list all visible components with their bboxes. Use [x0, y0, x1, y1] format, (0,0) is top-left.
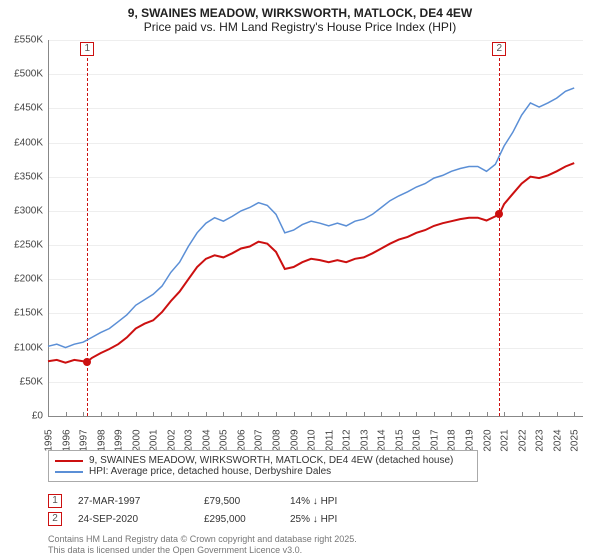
sales-table: 1 27-MAR-1997 £79,500 14% ↓ HPI 2 24-SEP-2020…: [48, 494, 370, 530]
x-tick-label: 2014: [377, 429, 388, 451]
sale-row-date: 24-SEP-2020: [78, 514, 188, 525]
x-tick-label: 2000: [131, 429, 142, 451]
x-tick-label: 2011: [324, 430, 335, 452]
y-tick-label: £100K: [3, 342, 43, 353]
sale-row-price: £79,500: [204, 496, 274, 507]
x-tick-label: 2009: [289, 429, 300, 451]
x-tick-label: 1996: [61, 429, 72, 451]
x-tick-label: 2007: [254, 429, 265, 451]
chart-title-subtitle: Price paid vs. HM Land Registry's House …: [0, 20, 600, 34]
y-tick-label: £200K: [3, 274, 43, 285]
legend-swatch: [55, 471, 83, 473]
chart-footer: Contains HM Land Registry data © Crown c…: [48, 534, 357, 556]
y-tick-label: £50K: [3, 376, 43, 387]
x-tick-label: 2023: [535, 429, 546, 451]
sale-row-delta: 25% ↓ HPI: [290, 514, 370, 525]
sale-row: 2 24-SEP-2020 £295,000 25% ↓ HPI: [48, 512, 370, 526]
chart-plot-area: £0£50K£100K£150K£200K£250K£300K£350K£400…: [48, 40, 583, 416]
x-tick-label: 2015: [394, 429, 405, 451]
x-tick-label: 2021: [500, 429, 511, 451]
x-tick-label: 2005: [219, 429, 230, 451]
x-tick-label: 2016: [412, 429, 423, 451]
series-line-property: [48, 163, 574, 363]
sale-row-marker: 1: [48, 494, 62, 508]
x-tick-label: 2008: [272, 429, 283, 451]
legend-row: 9, SWAINES MEADOW, WIRKSWORTH, MATLOCK, …: [55, 455, 471, 466]
x-tick-label: 2004: [201, 429, 212, 451]
y-tick-label: £450K: [3, 103, 43, 114]
x-tick-label: 2001: [149, 429, 160, 451]
x-tick-label: 2018: [447, 429, 458, 451]
chart-container: { "title": { "line1": "9, SWAINES MEADOW…: [0, 0, 600, 560]
x-tick-label: 2019: [465, 429, 476, 451]
footer-line-1: Contains HM Land Registry data © Crown c…: [48, 534, 357, 545]
x-tick-label: 2012: [342, 429, 353, 451]
x-tick-label: 2022: [517, 429, 528, 451]
series-line-hpi: [48, 88, 574, 348]
sale-row-delta: 14% ↓ HPI: [290, 496, 370, 507]
x-tick-label: 1997: [79, 429, 90, 451]
x-tick-label: 1995: [44, 429, 55, 451]
chart-lines-svg: [48, 40, 583, 416]
y-tick-label: £500K: [3, 69, 43, 80]
sale-row: 1 27-MAR-1997 £79,500 14% ↓ HPI: [48, 494, 370, 508]
legend-swatch: [55, 460, 83, 462]
y-tick-label: £0: [3, 411, 43, 422]
x-tick-label: 1998: [96, 429, 107, 451]
x-tick-label: 2013: [359, 429, 370, 451]
gridline-h: [48, 416, 583, 417]
y-tick-label: £550K: [3, 35, 43, 46]
y-tick-label: £300K: [3, 205, 43, 216]
x-tick-label: 1999: [114, 429, 125, 451]
chart-legend: 9, SWAINES MEADOW, WIRKSWORTH, MATLOCK, …: [48, 450, 478, 482]
x-tick-label: 2020: [482, 429, 493, 451]
sale-row-marker: 2: [48, 512, 62, 526]
chart-title-block: 9, SWAINES MEADOW, WIRKSWORTH, MATLOCK, …: [0, 0, 600, 36]
legend-row: HPI: Average price, detached house, Derb…: [55, 466, 471, 477]
x-tick-label: 2006: [237, 429, 248, 451]
x-tick-label: 2017: [430, 429, 441, 451]
x-tick-label: 2002: [166, 429, 177, 451]
x-tick-label: 2010: [307, 429, 318, 451]
y-tick-label: £350K: [3, 171, 43, 182]
footer-line-2: This data is licensed under the Open Gov…: [48, 545, 357, 556]
sale-row-price: £295,000: [204, 514, 274, 525]
x-tick-label: 2024: [552, 429, 563, 451]
legend-label: HPI: Average price, detached house, Derb…: [89, 466, 331, 477]
y-tick-label: £250K: [3, 240, 43, 251]
y-tick-label: £150K: [3, 308, 43, 319]
legend-label: 9, SWAINES MEADOW, WIRKSWORTH, MATLOCK, …: [89, 455, 453, 466]
y-tick-label: £400K: [3, 137, 43, 148]
x-tick-label: 2025: [570, 429, 581, 451]
sale-row-date: 27-MAR-1997: [78, 496, 188, 507]
chart-title-address: 9, SWAINES MEADOW, WIRKSWORTH, MATLOCK, …: [0, 6, 600, 20]
x-tick-label: 2003: [184, 429, 195, 451]
